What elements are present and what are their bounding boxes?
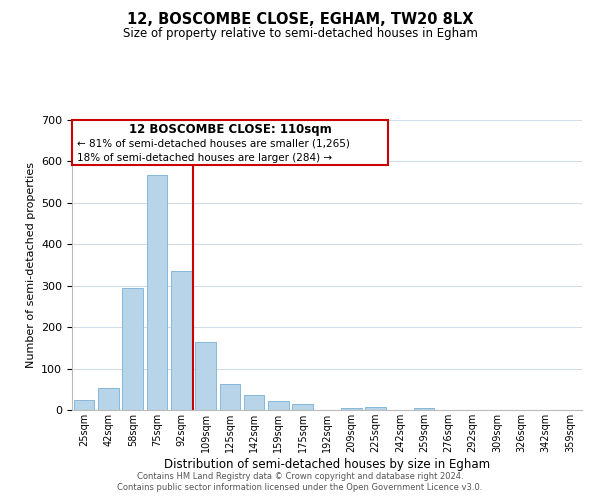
Bar xyxy=(146,174,167,410)
Text: Contains HM Land Registry data © Crown copyright and database right 2024.: Contains HM Land Registry data © Crown c… xyxy=(137,472,463,481)
Bar xyxy=(292,404,313,410)
X-axis label: Distribution of semi-detached houses by size in Egham: Distribution of semi-detached houses by … xyxy=(164,458,490,471)
Bar xyxy=(74,400,94,410)
Text: ← 81% of semi-detached houses are smaller (1,265): ← 81% of semi-detached houses are smalle… xyxy=(77,139,350,149)
Text: Contains public sector information licensed under the Open Government Licence v3: Contains public sector information licen… xyxy=(118,484,482,492)
Bar xyxy=(195,342,216,410)
Text: 18% of semi-detached houses are larger (284) →: 18% of semi-detached houses are larger (… xyxy=(77,154,332,164)
Bar xyxy=(122,288,143,410)
Text: Size of property relative to semi-detached houses in Egham: Size of property relative to semi-detach… xyxy=(122,28,478,40)
Bar xyxy=(244,394,265,410)
Bar xyxy=(341,408,362,410)
Bar xyxy=(98,388,119,410)
Bar xyxy=(365,407,386,410)
Bar xyxy=(171,271,191,410)
Bar xyxy=(268,401,289,410)
Text: 12 BOSCOMBE CLOSE: 110sqm: 12 BOSCOMBE CLOSE: 110sqm xyxy=(129,124,331,136)
FancyBboxPatch shape xyxy=(72,120,388,165)
Y-axis label: Number of semi-detached properties: Number of semi-detached properties xyxy=(26,162,35,368)
Bar xyxy=(220,384,240,410)
Bar xyxy=(414,408,434,410)
Text: 12, BOSCOMBE CLOSE, EGHAM, TW20 8LX: 12, BOSCOMBE CLOSE, EGHAM, TW20 8LX xyxy=(127,12,473,28)
